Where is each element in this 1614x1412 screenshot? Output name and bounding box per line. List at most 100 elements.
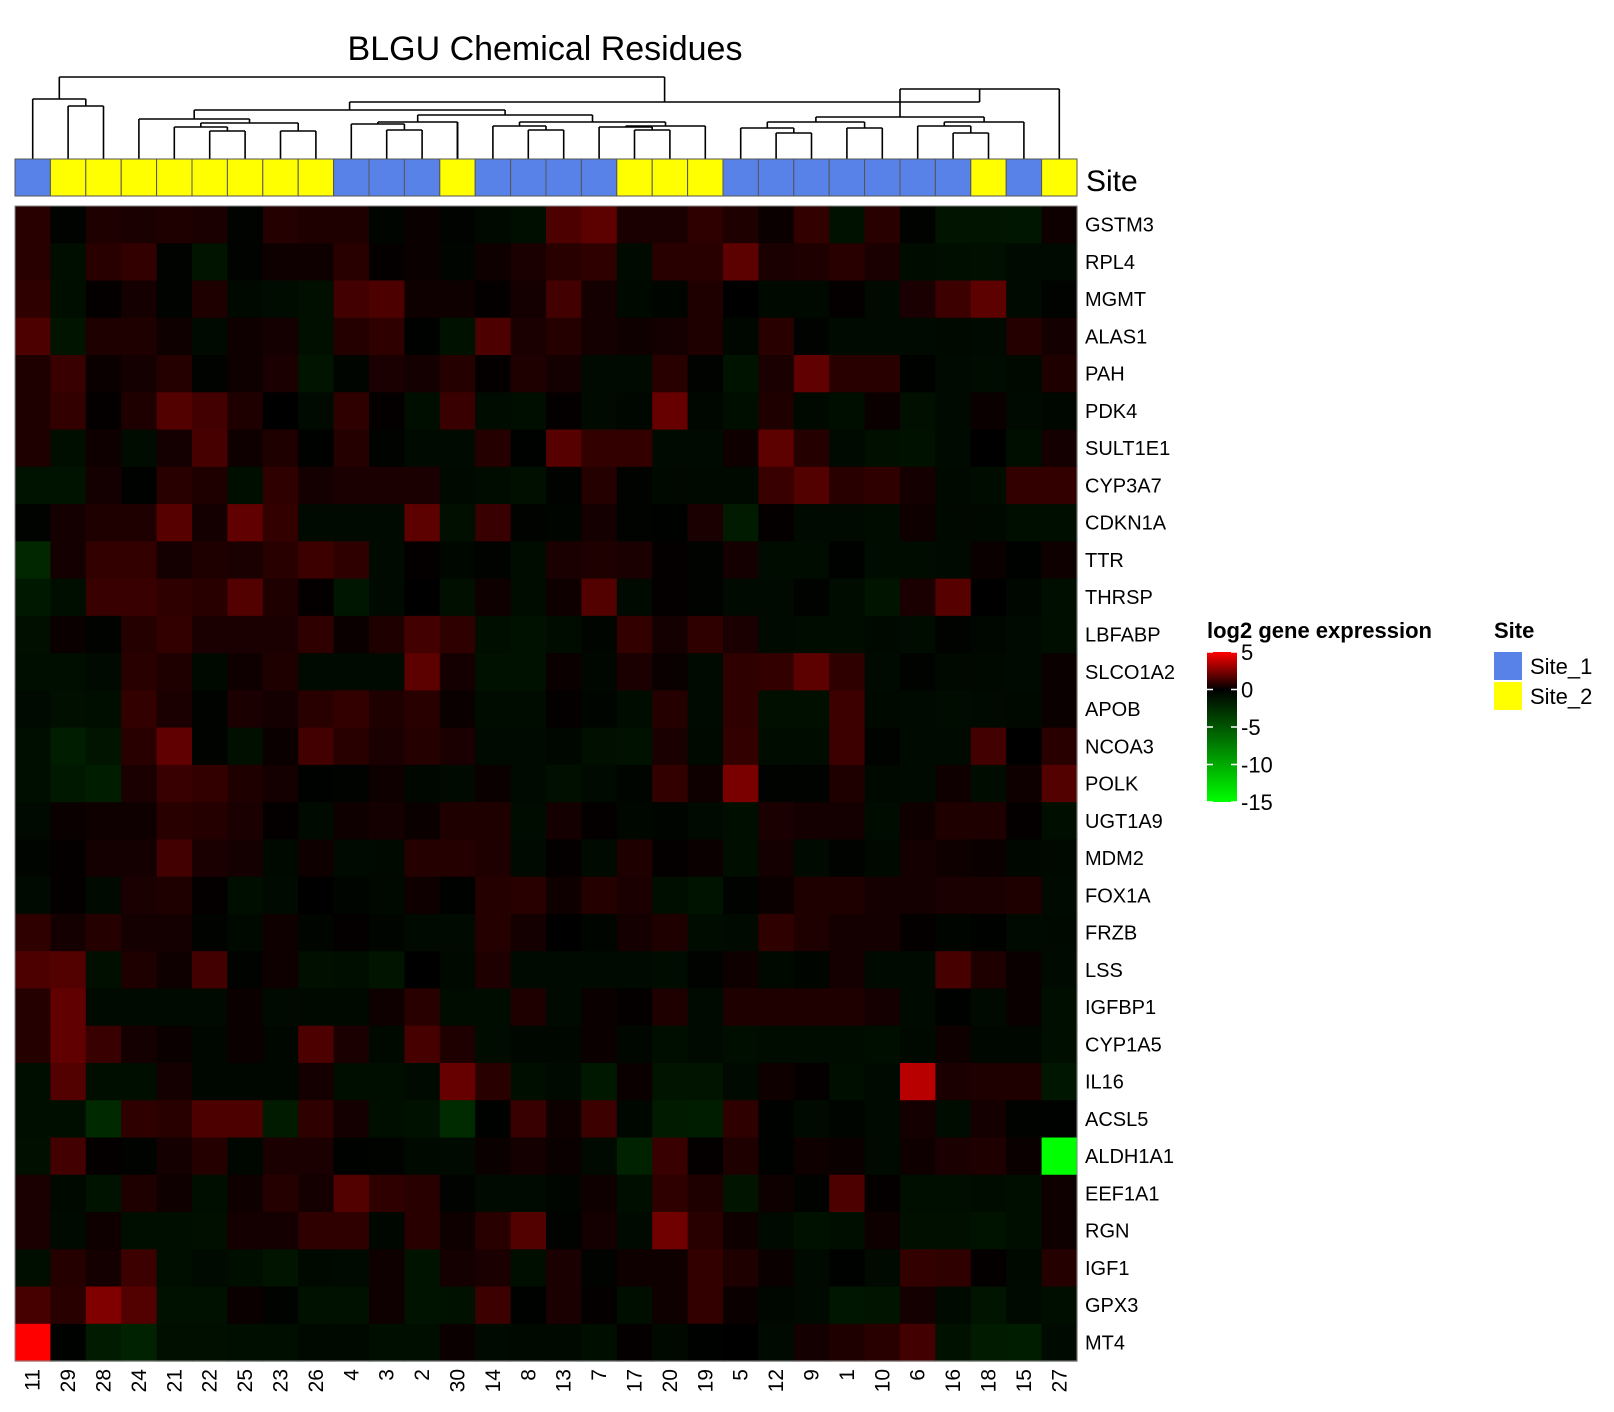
heatmap-cell xyxy=(900,206,936,244)
site-annotation-cell xyxy=(226,158,264,197)
heatmap-cell xyxy=(15,243,51,282)
heatmap-cell xyxy=(829,876,866,915)
heatmap-cell xyxy=(758,1323,795,1362)
heatmap-cell xyxy=(758,1100,795,1139)
heatmap-cell xyxy=(758,504,795,542)
heatmap-cell xyxy=(900,1286,936,1325)
site-annotation-cell xyxy=(1005,158,1043,197)
heatmap-cell xyxy=(546,653,582,691)
heatmap-cell xyxy=(156,988,193,1027)
heatmap-cell xyxy=(581,466,618,505)
heatmap-cell xyxy=(900,1174,936,1213)
heatmap-cell xyxy=(864,317,901,356)
heatmap-cell xyxy=(439,1025,476,1064)
heatmap-cell xyxy=(1006,317,1043,356)
column-label: 8 xyxy=(517,1369,540,1381)
heatmap-cell xyxy=(687,243,724,282)
heatmap-cell xyxy=(510,802,547,841)
heatmap-cell xyxy=(1041,1062,1078,1101)
heatmap-cell xyxy=(369,690,405,729)
heatmap-cell xyxy=(85,1212,122,1250)
heatmap-cell xyxy=(616,653,653,691)
heatmap-cell xyxy=(581,280,618,319)
heatmap-cell xyxy=(298,802,335,841)
heatmap-cell xyxy=(1041,1025,1078,1064)
heatmap-cell xyxy=(121,1100,158,1139)
heatmap-cell xyxy=(1041,615,1078,654)
heatmap-cell xyxy=(50,913,87,952)
heatmap-cell xyxy=(475,466,512,505)
heatmap-cell xyxy=(227,988,264,1027)
heatmap-cell xyxy=(723,206,759,244)
heatmap-cell xyxy=(1006,392,1043,431)
heatmap-cell xyxy=(156,1323,193,1362)
site-legend-swatch xyxy=(1494,652,1522,680)
heatmap-cell xyxy=(1006,1286,1043,1325)
heatmap-cell xyxy=(439,802,476,841)
heatmap-cell xyxy=(192,243,228,282)
heatmap-cell xyxy=(793,1249,830,1288)
heatmap-cell xyxy=(404,1212,441,1250)
heatmap-cell xyxy=(970,280,1007,319)
heatmap-cell xyxy=(439,392,476,431)
heatmap-cell xyxy=(935,317,972,356)
heatmap-cell xyxy=(50,1323,87,1362)
site-annotation-label: Site xyxy=(1086,165,1138,198)
heatmap-cell xyxy=(262,1174,299,1213)
heatmap-cell xyxy=(121,615,158,654)
heatmap-cell xyxy=(900,504,936,542)
heatmap-cell xyxy=(192,913,228,952)
color-scale-tick-label: -15 xyxy=(1241,790,1273,815)
heatmap-cell xyxy=(156,466,193,505)
row-label: UGT1A9 xyxy=(1085,811,1163,833)
heatmap-cell xyxy=(475,504,512,542)
heatmap-cell xyxy=(546,392,582,431)
heatmap-cell xyxy=(369,429,405,468)
color-scale-ticks: 5 0 -5 -10 -15 xyxy=(1207,640,1273,815)
heatmap-cell xyxy=(156,727,193,766)
heatmap-cell xyxy=(758,243,795,282)
heatmap-cell xyxy=(687,913,724,952)
heatmap-cell xyxy=(546,690,582,729)
heatmap-cell xyxy=(15,1249,51,1288)
heatmap-cell xyxy=(616,466,653,505)
site-annotation-cell xyxy=(439,158,476,197)
heatmap-cell xyxy=(85,429,122,468)
heatmap-cell xyxy=(298,243,335,282)
heatmap-cell xyxy=(1006,578,1043,617)
heatmap-cell xyxy=(616,1323,653,1362)
heatmap-cell xyxy=(687,541,724,580)
heatmap-cell xyxy=(404,1249,441,1288)
heatmap-cell xyxy=(15,206,51,244)
heatmap-cell xyxy=(546,243,582,282)
heatmap-cell xyxy=(758,392,795,431)
heatmap-cell xyxy=(333,504,370,542)
heatmap-cell xyxy=(687,727,724,766)
site-annotation-cell xyxy=(403,158,441,197)
heatmap-cell xyxy=(793,951,830,990)
heatmap-cell xyxy=(687,988,724,1027)
heatmap-cell xyxy=(404,1100,441,1139)
heatmap-cell xyxy=(15,1323,51,1362)
heatmap-cell xyxy=(50,764,87,803)
heatmap-cell xyxy=(1041,392,1078,431)
heatmap-cell xyxy=(227,243,264,282)
column-label: 15 xyxy=(1013,1369,1036,1392)
heatmap-cell xyxy=(510,615,547,654)
heatmap-cell xyxy=(333,355,370,393)
heatmap-cell xyxy=(581,1137,618,1176)
heatmap-cell xyxy=(262,615,299,654)
site-annotation-cell xyxy=(651,158,689,197)
heatmap-cell xyxy=(581,1286,618,1325)
heatmap-cell xyxy=(227,504,264,542)
heatmap-cell xyxy=(262,653,299,691)
heatmap-cell xyxy=(121,690,158,729)
heatmap-cell xyxy=(510,690,547,729)
heatmap-cell xyxy=(50,206,87,244)
heatmap-cell xyxy=(192,764,228,803)
column-label: 1 xyxy=(836,1369,859,1381)
heatmap-cell xyxy=(758,988,795,1027)
heatmap-cell xyxy=(15,1100,51,1139)
heatmap-cell xyxy=(1006,1323,1043,1362)
heatmap-cell xyxy=(829,206,866,244)
